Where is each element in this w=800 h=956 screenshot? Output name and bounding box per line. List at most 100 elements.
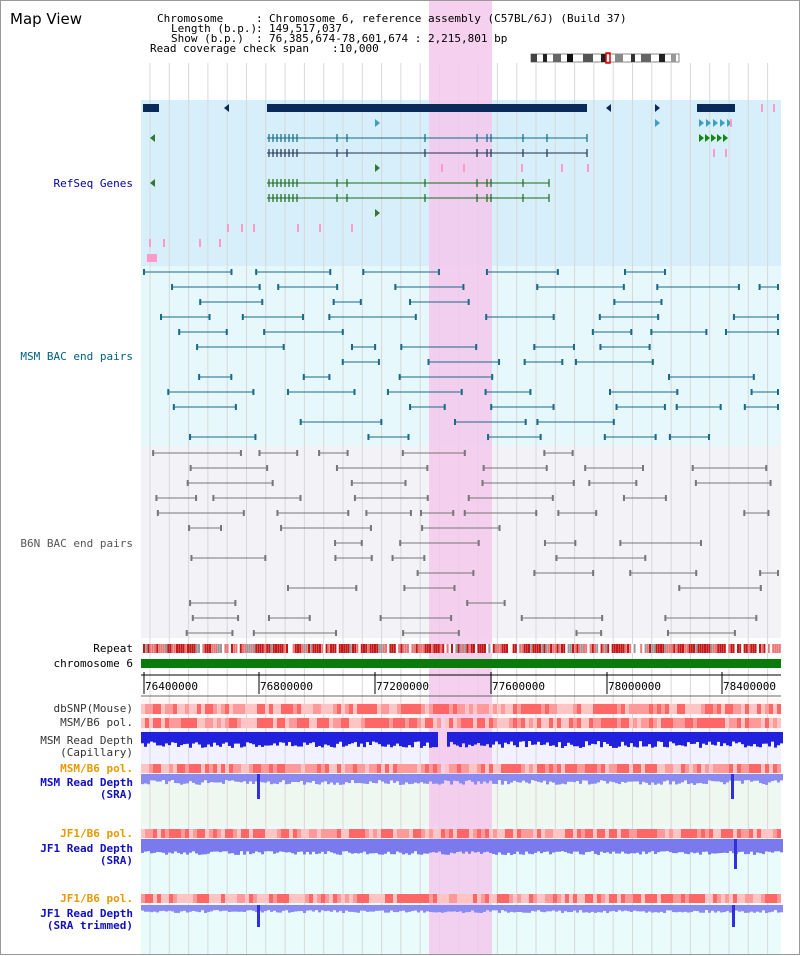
polymorphism-cell	[553, 704, 557, 714]
polymorphism-cell	[709, 829, 713, 838]
polymorphism-cell	[309, 829, 313, 838]
depth-bar	[147, 774, 150, 785]
depth-bar	[321, 905, 324, 911]
depth-bar	[438, 774, 441, 785]
polymorphism-cell	[645, 704, 649, 714]
depth-bar	[606, 774, 609, 784]
depth-bar	[144, 905, 147, 912]
depth-bar	[486, 774, 489, 784]
polymorphism-cell	[509, 704, 513, 714]
msm-bac-track-label[interactable]: MSM BAC end pairs	[20, 350, 133, 363]
repeat-segment	[321, 644, 324, 653]
depth-bar	[333, 839, 336, 854]
depth-bar	[618, 905, 621, 911]
polymorphism-cell	[741, 894, 745, 903]
polymorphism-cell	[153, 704, 157, 714]
depth-bar	[570, 839, 573, 854]
polymorphism-cell	[749, 829, 753, 838]
chromosome-bar	[141, 659, 781, 668]
depth-bar	[477, 774, 480, 782]
repeat-segment	[486, 644, 489, 653]
polymorphism-cell	[493, 829, 497, 838]
gene-arrow	[720, 119, 725, 127]
b6n-bac-pair-end	[355, 585, 358, 591]
b6n-bac-pair-end	[423, 555, 426, 561]
b6n-bac-pair-end	[334, 540, 337, 546]
polymorphism-cell	[177, 764, 181, 773]
depth-bar	[213, 774, 216, 783]
polymorphism-cell	[301, 894, 305, 903]
pink-marker	[761, 104, 763, 112]
depth-bar	[201, 732, 204, 748]
depth-bar	[408, 732, 411, 746]
msm-bac-pair-end	[732, 314, 735, 320]
depth-bar	[381, 774, 384, 782]
polymorphism-cell	[569, 704, 573, 714]
repeat-segment	[213, 644, 216, 653]
repeat-segment	[198, 644, 200, 653]
polymorphism-cell	[649, 704, 653, 714]
polymorphism-cell	[585, 829, 589, 838]
polymorphism-cell	[717, 829, 721, 838]
repeat-segment	[772, 644, 775, 653]
repeat-segment	[620, 644, 623, 653]
depth-bar	[681, 905, 684, 913]
repeat-segment	[224, 644, 227, 653]
polymorphism-cell	[633, 894, 637, 903]
depth-bar	[231, 732, 234, 748]
polymorphism-cell	[265, 704, 269, 714]
polymorphism-cell	[157, 829, 161, 838]
pink-marker	[253, 224, 255, 232]
b6n-bac-track-label[interactable]: B6N BAC end pairs	[20, 537, 133, 550]
polymorphism-cell	[469, 894, 473, 903]
polymorphism-cell	[733, 764, 737, 773]
depth-bar	[228, 774, 231, 781]
refseq-track-label[interactable]: RefSeq Genes	[53, 177, 133, 190]
msm-bac-pair-end	[332, 299, 335, 305]
depth-bar	[681, 839, 684, 853]
depth-bar	[564, 774, 567, 785]
depth-bar	[393, 774, 396, 783]
repeat-segment	[704, 644, 706, 653]
polymorphism-cell	[269, 894, 273, 903]
depth-bar	[528, 905, 531, 913]
polymorphism-cell	[205, 718, 209, 728]
gene-arrow	[699, 134, 704, 142]
polymorphism-cell	[525, 764, 529, 773]
polymorphism-cell	[297, 829, 301, 838]
polymorphism-cell	[285, 894, 289, 903]
repeat-segment	[193, 644, 196, 653]
repeat-segment	[715, 644, 717, 653]
depth-bar	[426, 839, 429, 854]
msm-bac-pair-end	[409, 404, 412, 410]
polymorphism-cell	[513, 764, 517, 773]
depth-bar	[696, 774, 699, 784]
polymorphism-cell	[497, 894, 501, 903]
depth-bar	[651, 839, 654, 852]
depth-bar	[690, 905, 693, 913]
repeat-segment	[633, 644, 636, 653]
b6n-bac-pair-end	[335, 465, 338, 471]
depth-bar	[384, 732, 387, 747]
depth-bar	[453, 774, 456, 781]
msm-bac-pair-end	[199, 299, 202, 305]
depth-bar	[450, 732, 453, 742]
polymorphism-cell	[245, 718, 249, 728]
depth-bar	[723, 839, 726, 853]
repeat-segment	[180, 644, 183, 653]
jf1-depth-trim-label: JF1 Read Depth	[40, 907, 133, 920]
msm-bac-pair-end	[663, 404, 666, 410]
depth-bar	[516, 732, 519, 748]
depth-bar	[435, 839, 438, 853]
polymorphism-cell	[753, 764, 757, 773]
polymorphism-cell	[477, 718, 481, 728]
polymorphism-cell	[321, 894, 325, 903]
repeat-segment	[244, 644, 247, 653]
depth-bar	[756, 839, 759, 853]
msm-bac-pair-end	[603, 434, 606, 440]
polymorphism-cell	[249, 764, 253, 773]
polymorphism-cell	[653, 764, 657, 773]
polymorphism-cell	[613, 718, 617, 728]
depth-bar	[255, 732, 258, 747]
